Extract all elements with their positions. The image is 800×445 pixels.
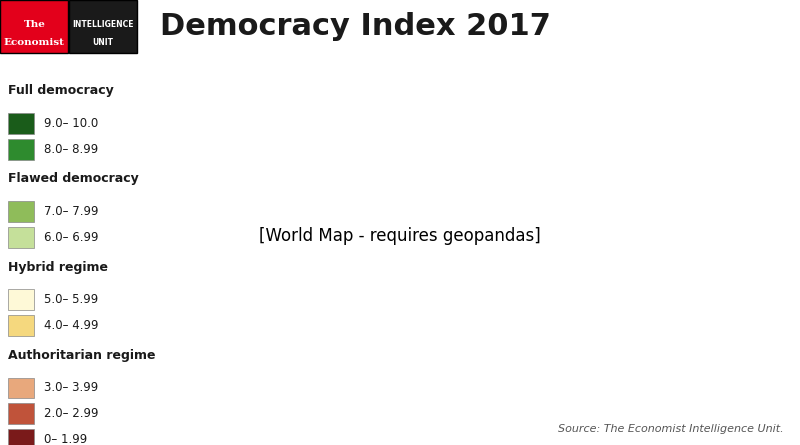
FancyBboxPatch shape — [8, 429, 34, 445]
FancyBboxPatch shape — [69, 0, 137, 53]
FancyBboxPatch shape — [8, 139, 34, 160]
FancyBboxPatch shape — [8, 289, 34, 310]
Text: INTELLIGENCE: INTELLIGENCE — [73, 20, 134, 28]
Text: Economist: Economist — [4, 38, 65, 47]
Text: 3.0– 3.99: 3.0– 3.99 — [44, 381, 98, 394]
FancyBboxPatch shape — [8, 315, 34, 336]
FancyBboxPatch shape — [8, 227, 34, 248]
Text: 5.0– 5.99: 5.0– 5.99 — [44, 293, 98, 306]
FancyBboxPatch shape — [8, 403, 34, 424]
Text: 9.0– 10.0: 9.0– 10.0 — [44, 117, 98, 130]
Text: 4.0– 4.99: 4.0– 4.99 — [44, 319, 98, 332]
FancyBboxPatch shape — [8, 377, 34, 398]
Text: 6.0– 6.99: 6.0– 6.99 — [44, 231, 98, 244]
Text: 8.0– 8.99: 8.0– 8.99 — [44, 142, 98, 156]
Text: Flawed democracy: Flawed democracy — [8, 173, 138, 186]
Text: Democracy Index 2017: Democracy Index 2017 — [160, 12, 551, 41]
Text: 2.0– 2.99: 2.0– 2.99 — [44, 407, 98, 420]
Text: [World Map - requires geopandas]: [World Map - requires geopandas] — [259, 227, 541, 245]
Text: 7.0– 7.99: 7.0– 7.99 — [44, 205, 98, 218]
Text: UNIT: UNIT — [93, 38, 114, 47]
FancyBboxPatch shape — [8, 201, 34, 222]
Text: Source: The Economist Intelligence Unit.: Source: The Economist Intelligence Unit. — [558, 425, 784, 434]
Text: Full democracy: Full democracy — [8, 85, 114, 97]
FancyBboxPatch shape — [8, 113, 34, 134]
Text: The: The — [23, 20, 46, 28]
Text: Authoritarian regime: Authoritarian regime — [8, 349, 155, 362]
Text: Hybrid regime: Hybrid regime — [8, 261, 108, 274]
FancyBboxPatch shape — [0, 0, 68, 53]
Text: 0– 1.99: 0– 1.99 — [44, 433, 87, 445]
